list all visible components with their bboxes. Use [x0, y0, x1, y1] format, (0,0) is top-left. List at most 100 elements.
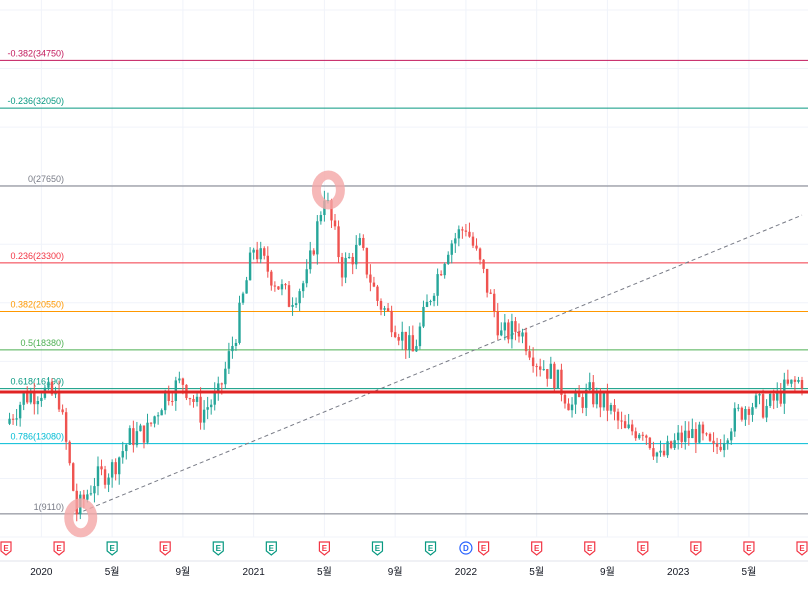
event-badge[interactable]: E — [690, 541, 702, 556]
candle-body — [118, 457, 121, 475]
event-badge[interactable]: D — [459, 541, 473, 555]
candle-body — [259, 248, 262, 260]
candle-body — [270, 271, 273, 286]
candle-body — [549, 363, 553, 379]
candle-body — [390, 310, 393, 333]
candle-body — [355, 244, 358, 265]
candle-body — [372, 282, 376, 287]
candle-body — [425, 301, 429, 307]
earnings-badge-icon — [531, 541, 543, 556]
candle-body — [461, 229, 464, 231]
candles — [8, 190, 804, 522]
event-badge-label: E — [375, 544, 381, 553]
candle-body — [18, 404, 22, 419]
candle-body — [383, 308, 386, 310]
candle-body — [408, 335, 411, 351]
event-badge[interactable]: E — [637, 541, 649, 556]
x-tick-label: 9월 — [600, 566, 615, 578]
candle-body — [737, 407, 740, 409]
candle-body — [273, 285, 277, 287]
candle-body — [238, 302, 241, 343]
trendline-layer[interactable] — [76, 214, 803, 515]
candle-body — [623, 421, 627, 429]
candle-body — [493, 293, 496, 312]
event-badge-label: D — [463, 544, 469, 553]
event-badge[interactable]: E — [743, 541, 755, 556]
trendline — [76, 214, 803, 515]
candle-body — [178, 378, 181, 381]
candle-body — [202, 409, 206, 423]
candle-body — [227, 351, 231, 369]
candle-body — [719, 446, 722, 451]
candle-body — [439, 274, 443, 276]
candle-body — [503, 322, 507, 331]
x-tick-label: 5월 — [317, 566, 332, 578]
event-badge[interactable]: E — [371, 541, 384, 556]
event-badge[interactable]: E — [478, 541, 490, 556]
candle-body — [401, 331, 404, 341]
candle-body — [786, 379, 790, 384]
candle-body — [36, 401, 40, 405]
candle-body — [471, 236, 475, 246]
candle-body — [510, 321, 514, 340]
candle-body — [776, 390, 779, 401]
candle-body — [139, 425, 142, 432]
fib-label: 0.5(18380) — [20, 338, 64, 348]
event-badge[interactable]: E — [265, 541, 277, 556]
candle-body — [528, 351, 531, 358]
candle-body — [57, 390, 61, 410]
candle-body — [475, 245, 478, 249]
candle-body — [217, 383, 220, 392]
event-badge[interactable]: E — [53, 541, 65, 556]
event-badge-label: E — [799, 544, 805, 553]
candle-body — [768, 393, 772, 406]
candle-body — [680, 432, 683, 442]
candle-body — [715, 443, 719, 447]
candle-body — [294, 303, 298, 306]
candle-body — [634, 431, 637, 439]
candle-body — [588, 382, 591, 390]
candle-body — [397, 337, 400, 341]
candle-body — [107, 477, 110, 485]
candle-body — [362, 237, 365, 248]
x-axis: 2020 5월 9월 2021 5월 9월 2022 5월 9월 2023 5월 — [0, 560, 808, 578]
candle-body — [195, 396, 199, 402]
event-badge-label: E — [109, 544, 115, 553]
event-badge[interactable]: E — [0, 541, 12, 556]
candle-body — [68, 441, 71, 464]
candle-body — [602, 392, 606, 408]
candle-body — [351, 256, 354, 265]
fibonacci-retracement[interactable]: -0.382(34750) -0.236(32050) 0(27650) 0.236(… — [0, 48, 808, 515]
event-badge[interactable]: E — [318, 541, 330, 556]
candle-body — [160, 410, 163, 416]
event-badge[interactable]: E — [212, 541, 224, 556]
event-badge[interactable]: E — [159, 541, 171, 556]
event-badge-label: E — [587, 544, 593, 553]
grid — [0, 0, 808, 538]
event-badge[interactable]: E — [531, 541, 543, 556]
candle-body — [252, 249, 255, 253]
candle-body — [415, 346, 418, 352]
candle-body — [797, 380, 800, 382]
highlight-circle — [311, 170, 345, 210]
earnings-badge-icon — [478, 541, 490, 556]
event-badge[interactable]: E — [424, 541, 437, 556]
candle-body — [121, 451, 124, 458]
candle-body — [393, 332, 397, 338]
candle-body — [199, 396, 202, 423]
earnings-badge-icon — [796, 541, 808, 556]
earnings-badge-icon — [371, 541, 384, 556]
event-badge[interactable]: E — [584, 541, 596, 556]
fib-label: -0.382(34750) — [7, 48, 64, 58]
x-tick-label: 5월 — [529, 566, 544, 578]
candle-body — [443, 263, 446, 276]
candle-body — [181, 378, 185, 385]
candle-body — [316, 221, 319, 255]
candle-body — [620, 420, 623, 422]
candle-body — [616, 411, 620, 421]
event-badge[interactable]: E — [796, 541, 808, 556]
candle-body — [457, 229, 461, 239]
event-badge[interactable]: E — [106, 541, 118, 556]
